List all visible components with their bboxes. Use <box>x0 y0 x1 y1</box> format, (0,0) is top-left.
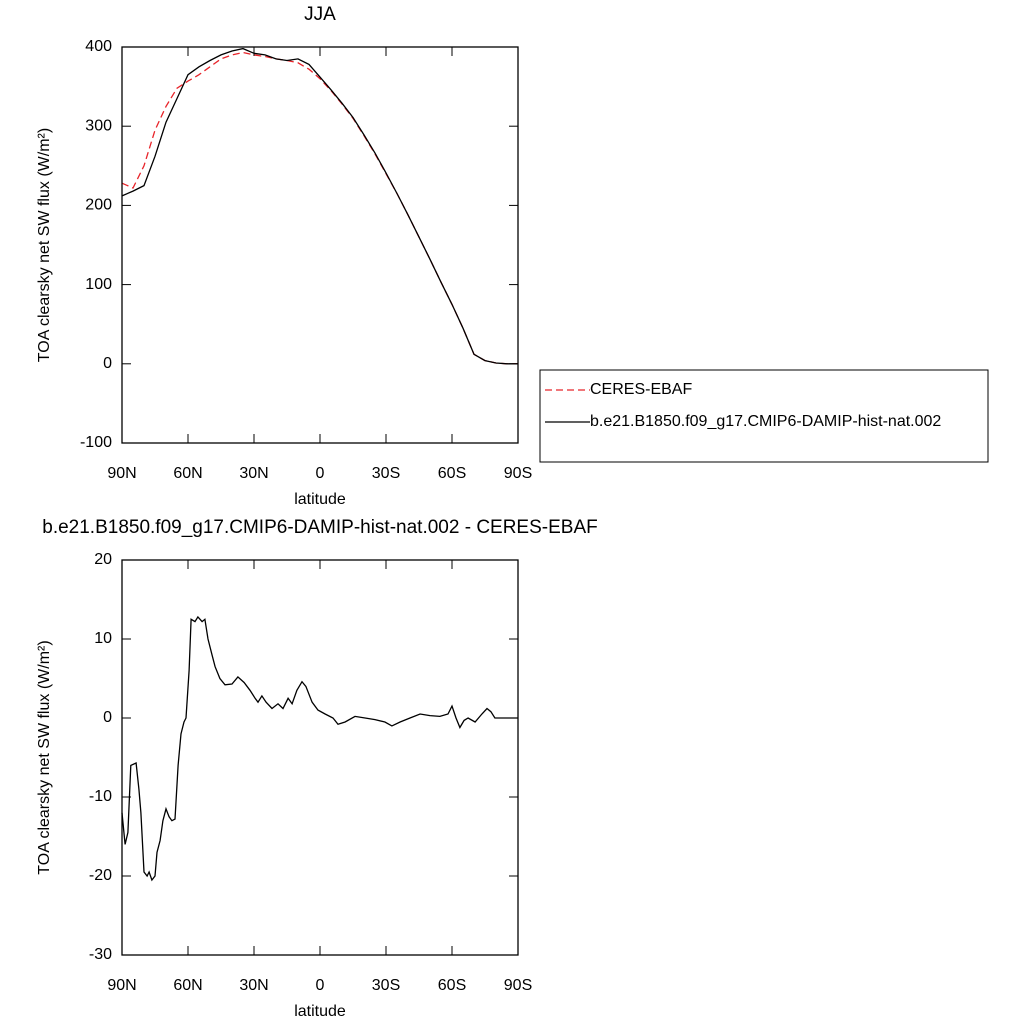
x-tick-label: 90N <box>107 465 136 482</box>
y-tick-label: 20 <box>94 551 112 568</box>
data-line <box>121 615 518 882</box>
y-tick-label: 300 <box>85 117 112 134</box>
x-tick-label: 30S <box>372 465 400 482</box>
x-tick-label: 60N <box>173 465 202 482</box>
y-tick-label: 10 <box>94 630 112 647</box>
x-tick-label: 30S <box>372 977 400 994</box>
plot-frame <box>121 559 519 956</box>
x-tick-label: 90S <box>504 465 532 482</box>
chart-title: JJA <box>304 4 336 25</box>
legend-label: b.e21.B1850.f09_g17.CMIP6-DAMIP-hist-nat… <box>590 413 941 430</box>
y-tick-label: 400 <box>85 38 112 55</box>
x-tick-label: 60S <box>438 977 466 994</box>
y-axis-label: TOA clearsky net SW flux (W/m²) <box>36 128 53 362</box>
legend-label: CERES-EBAF <box>590 381 692 398</box>
y-axis-label: TOA clearsky net SW flux (W/m²) <box>36 640 53 874</box>
x-axis-label: latitude <box>294 1003 346 1020</box>
y-tick-label: 0 <box>103 355 112 372</box>
chart-title: b.e21.B1850.f09_g17.CMIP6-DAMIP-hist-nat… <box>42 517 597 538</box>
x-tick-label: 0 <box>316 977 325 994</box>
y-tick-label: -10 <box>89 788 112 805</box>
legend-box <box>539 369 989 463</box>
x-axis-label: latitude <box>294 491 346 508</box>
x-tick-label: 60N <box>173 977 202 994</box>
x-tick-label: 90S <box>504 977 532 994</box>
x-tick-label: 30N <box>239 465 268 482</box>
x-tick-label: 0 <box>316 465 325 482</box>
y-tick-label: 100 <box>85 276 112 293</box>
y-tick-label: -100 <box>80 434 112 451</box>
y-tick-label: -30 <box>89 946 112 963</box>
y-tick-label: 200 <box>85 197 112 214</box>
x-tick-label: 30N <box>239 977 268 994</box>
data-line <box>121 47 518 365</box>
plot-frame <box>121 46 519 444</box>
y-tick-label: -20 <box>89 867 112 884</box>
y-tick-label: 0 <box>103 709 112 726</box>
data-line <box>121 51 518 365</box>
x-tick-label: 90N <box>107 977 136 994</box>
legend: CERES-EBAF b.e21.B1850.f09_g17.CMIP6-DAMI… <box>539 369 989 463</box>
x-tick-label: 60S <box>438 465 466 482</box>
